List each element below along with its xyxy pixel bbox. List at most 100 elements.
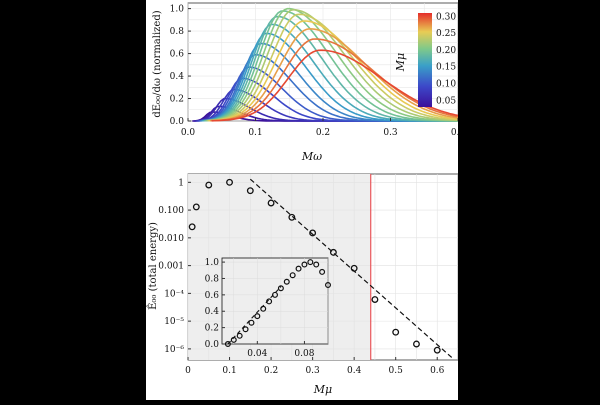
bottom-y-tick-label: 10⁻⁵ (164, 317, 184, 327)
inset-y-tick-label: 0.4 (205, 307, 220, 317)
bottom-y-tick-label: 0.010 (158, 234, 184, 244)
inset-data-point (248, 319, 255, 326)
data-point (188, 223, 196, 231)
inset-data-point (236, 332, 243, 339)
data-point (433, 346, 441, 354)
inset-points (224, 259, 332, 348)
inset-data-point (283, 278, 290, 285)
inset-data-point (230, 336, 237, 343)
data-point (392, 328, 400, 336)
colorbar-tick-label: 0.15 (436, 63, 456, 73)
top-x-tick-label: 0.2 (316, 128, 330, 138)
bottom-y-tick-label: 0.001 (158, 262, 184, 272)
top-x-tick-label: 0.0 (181, 128, 196, 138)
inset-y-tick-label: 1.0 (205, 258, 220, 268)
bottom-y-tick-label: 1 (178, 178, 184, 188)
colorbar: 0.30 0.25 0.20 0.15 0.10 0.05 Mμ (394, 12, 456, 107)
spectrum-curve (206, 8, 459, 122)
top-y-tick-label: 0.2 (170, 95, 184, 105)
inset-y-tick-label: 0.6 (205, 291, 220, 301)
inset-x-tick-label: 0.04 (247, 349, 267, 359)
top-y-ticks: 0.0 0.2 0.4 0.6 0.8 1.0 (170, 5, 191, 127)
bottom-x-tick-label: 0.4 (347, 366, 362, 376)
top-x-tick-label: 0.4 (451, 128, 458, 138)
data-point (309, 229, 317, 237)
data-point (350, 264, 358, 272)
bottom-y-label: Ê₀₀ (total energy) (147, 222, 159, 310)
inset-x-tick-label: 0.08 (294, 349, 314, 359)
inset-data-point (319, 268, 326, 275)
spectrum-curve (210, 38, 459, 122)
inset-data-point (260, 305, 267, 312)
bottom-y-tick-label: 0.100 (158, 206, 184, 216)
spectrum-curve (209, 28, 459, 122)
colorbar-tick-label: 0.25 (436, 29, 456, 39)
bottom-x-tick-label: 0.1 (222, 366, 236, 376)
spectrum-curve (203, 15, 458, 122)
top-y-label: dE₀₀/dω (normalized) (152, 10, 163, 117)
bottom-x-label: Mμ (313, 383, 332, 396)
colorbar-tick-label: 0.05 (436, 96, 456, 106)
top-y-tick-label: 0.8 (170, 27, 185, 37)
inset-data-point (242, 326, 249, 333)
bottom-x-tick-label: 0.6 (430, 366, 445, 376)
colorbar-tick-label: 0.30 (436, 12, 456, 22)
bottom-y-tick-label: 10⁻⁴ (164, 289, 184, 299)
inset-y-tick-label: 0.2 (205, 324, 219, 334)
inset-y-tick-label: 0.0 (205, 340, 220, 350)
spectrum-curve (205, 7, 459, 122)
bottom-chart: 0 0.1 0.2 0.3 0.4 0.5 0.6 1 0.100 0.010 0.001 10⁻⁴… (147, 173, 459, 396)
spectrum-curve (208, 20, 459, 122)
data-point (246, 187, 254, 195)
inset-x-ticks: 0.04 0.08 (247, 341, 315, 359)
bottom-points (188, 178, 441, 354)
inset-grid (222, 258, 329, 344)
data-point (329, 248, 337, 256)
top-y-tick-label: 0.4 (170, 72, 185, 82)
data-point (205, 181, 213, 189)
inset-plot-area (221, 257, 329, 345)
top-y-tick-label: 0.0 (170, 117, 185, 127)
bottom-x-tick-label: 0.2 (264, 366, 278, 376)
top-x-tick-label: 0.3 (383, 128, 398, 138)
inset-data-point (295, 265, 302, 272)
bottom-x-tick-label: 0.3 (305, 366, 320, 376)
top-y-tick-label: 1.0 (170, 5, 185, 15)
data-point (226, 178, 233, 186)
inset-data-point (325, 282, 332, 289)
figure-panel: 0.0 0.1 0.2 0.3 0.4 0.0 0.2 0.4 0.6 0.8 1.0 Mω dE… (146, 0, 465, 400)
data-point (192, 203, 200, 211)
colorbar-tick-label: 0.20 (436, 46, 456, 56)
top-x-tick-label: 0.1 (248, 128, 262, 138)
colorbar-label: Mμ (394, 53, 407, 72)
data-point (413, 340, 420, 348)
colorbar-ticks: 0.30 0.25 0.20 0.15 0.10 0.05 (436, 12, 456, 106)
inset-data-point (224, 341, 231, 348)
bottom-x-tick-label: 0.5 (389, 366, 404, 376)
top-curves (192, 7, 459, 122)
inset-data-point (266, 298, 273, 305)
fit-line (249, 178, 455, 360)
colorbar-tick-label: 0.10 (436, 80, 456, 90)
colorbar-gradient (418, 13, 432, 107)
top-chart: 0.0 0.1 0.2 0.3 0.4 0.0 0.2 0.4 0.6 0.8 1.0 Mω dE… (152, 2, 465, 163)
figure: 0.0 0.1 0.2 0.3 0.4 0.0 0.2 0.4 0.6 0.8 1.0 Mω dE… (147, 2, 465, 396)
bottom-y-tick-label: 10⁻⁶ (164, 345, 184, 355)
inset-y-tick-label: 0.8 (205, 274, 220, 284)
inset-data-point (307, 259, 314, 266)
inset-chart: 0.04 0.08 0.0 0.2 0.4 0.6 0.8 1.0 (205, 257, 332, 359)
inset-data-point (289, 272, 296, 279)
spectrum-curve (204, 10, 458, 122)
inset-data-point (277, 285, 284, 292)
data-point (288, 213, 296, 221)
bottom-y-ticks: 1 0.100 0.010 0.001 10⁻⁴ 10⁻⁵ 10⁻⁶ (158, 178, 191, 355)
top-x-label: Mω (301, 150, 322, 163)
bottom-x-ticks: 0 0.1 0.2 0.3 0.4 0.5 0.6 (185, 357, 445, 376)
inset-y-ticks: 0.0 0.2 0.4 0.6 0.8 1.0 (205, 258, 225, 350)
data-point (267, 199, 275, 207)
inset-fit-line (227, 286, 282, 345)
top-y-tick-label: 0.6 (170, 50, 185, 60)
inset-data-point (271, 291, 278, 298)
inset-data-point (254, 313, 261, 320)
spectrum-curve (211, 49, 459, 122)
